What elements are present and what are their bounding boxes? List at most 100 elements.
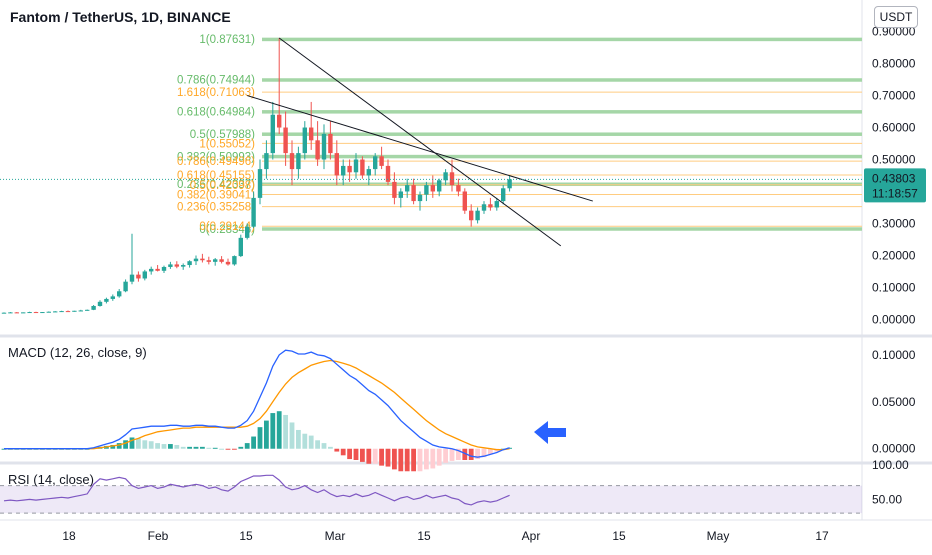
- candle-body: [417, 194, 423, 202]
- candle-body: [456, 185, 461, 192]
- macd-histogram-bar: [302, 433, 308, 449]
- time-axis-tick-label: 15: [239, 529, 253, 543]
- candle-body: [366, 169, 371, 176]
- macd-histogram-bar: [372, 448, 378, 464]
- candle-body: [334, 153, 339, 176]
- price-tag: [864, 168, 926, 203]
- macd-histogram-bar: [481, 448, 487, 458]
- macd-line: [4, 349, 510, 458]
- candle-body: [91, 305, 96, 310]
- candle-body: [155, 268, 160, 271]
- macd-histogram-bar: [417, 448, 423, 472]
- fib-level-line: [262, 227, 862, 231]
- candle-body: [168, 264, 173, 267]
- price-tag-value: 0.43803: [872, 171, 916, 185]
- candle-body: [72, 310, 77, 312]
- macd-histogram-bar: [276, 411, 282, 449]
- macd-axis-tick-label: 0.00000: [872, 442, 916, 456]
- candle-body: [232, 256, 237, 265]
- fib-level-label: 0.382(0.50993): [177, 151, 255, 163]
- price-axis-tick-label: 0.60000: [872, 121, 916, 135]
- fib-level-label: 0.786(0.74944): [177, 75, 255, 87]
- macd-axis-tick-label: 0.10000: [872, 348, 916, 362]
- macd-histogram-bar: [315, 440, 320, 449]
- price-axis-tick-label: 0.00000: [872, 312, 916, 326]
- candle-body: [398, 191, 403, 198]
- candle-body: [65, 311, 71, 313]
- time-axis-tick-label: 15: [417, 529, 431, 543]
- candle-body: [245, 226, 250, 238]
- candle-body: [488, 204, 493, 208]
- candle-body: [443, 172, 448, 181]
- time-axis-tick-label: Mar: [325, 529, 346, 543]
- time-axis-tick-label: 17: [815, 529, 829, 543]
- fib-level-label: 0.618(0.64984): [177, 107, 255, 119]
- candle-body: [437, 180, 442, 192]
- price-axis-tick-label: 0.10000: [872, 280, 916, 294]
- candle-body: [200, 258, 205, 261]
- fib-level-label: 0.382(0.39041): [177, 190, 255, 202]
- candle-body: [78, 310, 83, 312]
- time-axis-tick-label: Feb: [148, 529, 169, 543]
- fib-level-line: [262, 132, 862, 136]
- candle-body: [494, 201, 499, 208]
- candle-body: [238, 237, 243, 257]
- macd-histogram-bar: [392, 448, 397, 470]
- macd-histogram-bar: [225, 448, 231, 450]
- candle-body: [405, 185, 410, 192]
- candle-body: [161, 266, 167, 271]
- candle-body: [309, 127, 314, 141]
- candle-body: [302, 127, 307, 154]
- candle-body: [277, 114, 282, 128]
- price-axis-tick-label: 0.50000: [872, 153, 916, 167]
- candle-body: [46, 311, 51, 313]
- fib-level-line: [262, 110, 862, 114]
- candle-body: [206, 260, 211, 262]
- macd-histogram-bar: [456, 448, 461, 460]
- candle-body: [360, 159, 365, 176]
- candle-body: [321, 133, 327, 160]
- candle-body: [33, 312, 39, 314]
- candle-body: [411, 185, 416, 202]
- macd-histogram-bar: [168, 444, 173, 449]
- fib-green-group: 1(0.87631) 0.786(0.74944) 0.618(0.64984) 0.…: [177, 34, 862, 236]
- candle-body: [507, 179, 512, 189]
- candle-body: [187, 261, 192, 266]
- macd-histogram-bar: [180, 446, 186, 449]
- fib-level-label: 1(0.55052): [199, 138, 255, 150]
- rsi-title: RSI (14, close): [8, 472, 94, 487]
- macd-histogram-bar: [142, 440, 148, 449]
- candle-body: [353, 159, 359, 173]
- candle-body: [14, 312, 19, 314]
- candle-body: [392, 181, 397, 198]
- macd-histogram-bar: [116, 443, 122, 449]
- candle-body: [136, 274, 141, 279]
- candle-body: [341, 165, 346, 176]
- candles-group: [1, 37, 512, 314]
- candle-body: [149, 268, 154, 272]
- candle-body: [59, 311, 64, 313]
- macd-histogram-bar: [449, 448, 455, 461]
- macd-histogram-bar: [398, 448, 404, 472]
- candle-body: [264, 153, 269, 170]
- candle-body: [213, 259, 218, 262]
- fib-level-label: 0.236(0.42337): [177, 179, 255, 191]
- fib-level-label: 0.5(0.57988): [190, 129, 255, 141]
- fib-level-label: 0.5(0.42098): [190, 180, 255, 192]
- macd-histogram-bar: [212, 447, 218, 449]
- macd-histogram-bar: [244, 443, 250, 449]
- candle-body: [347, 165, 352, 173]
- currency-button[interactable]: USDT: [874, 6, 918, 28]
- candle-body: [379, 156, 384, 166]
- rsi-axis-tick-label: 50.00: [872, 492, 902, 506]
- fib-level-label: 1(0.87631): [199, 34, 255, 46]
- candle-body: [289, 153, 295, 170]
- chart-title: Fantom / TetherUS, 1D, BINANCE: [8, 9, 233, 25]
- candle-body: [430, 185, 435, 192]
- macd-histogram-bar: [161, 444, 167, 449]
- macd-histogram-bar: [385, 448, 391, 467]
- macd-histogram-bar: [123, 440, 128, 449]
- macd-histogram-bar: [488, 448, 493, 455]
